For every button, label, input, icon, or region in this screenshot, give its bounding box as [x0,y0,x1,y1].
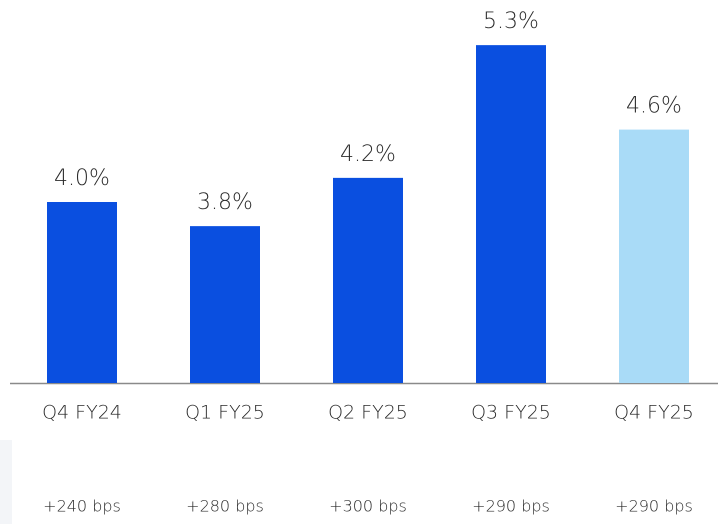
value-label: 5.3% [483,9,539,34]
annotation: +240 bps [43,497,121,516]
annotation: +290 bps [615,497,693,516]
value-label: 4.0% [54,166,110,191]
x-tick-label: Q4 FY24 [42,402,122,424]
x-tick-label: Q3 FY25 [471,402,551,424]
annotation: +280 bps [186,497,264,516]
x-tick-label: Q2 FY25 [328,402,408,424]
bar [619,129,689,383]
annotation: +300 bps [329,497,407,516]
bar [476,45,546,384]
side-panel [0,440,12,524]
annotation: +290 bps [472,497,550,516]
bar [333,177,403,383]
x-tick-label: Q1 FY25 [185,402,265,424]
bar [47,202,117,383]
value-label: 4.2% [340,142,396,167]
value-label: 4.6% [626,94,682,119]
value-label: 3.8% [197,190,253,215]
bar [190,226,260,383]
x-tick-label: Q4 FY25 [614,402,694,424]
